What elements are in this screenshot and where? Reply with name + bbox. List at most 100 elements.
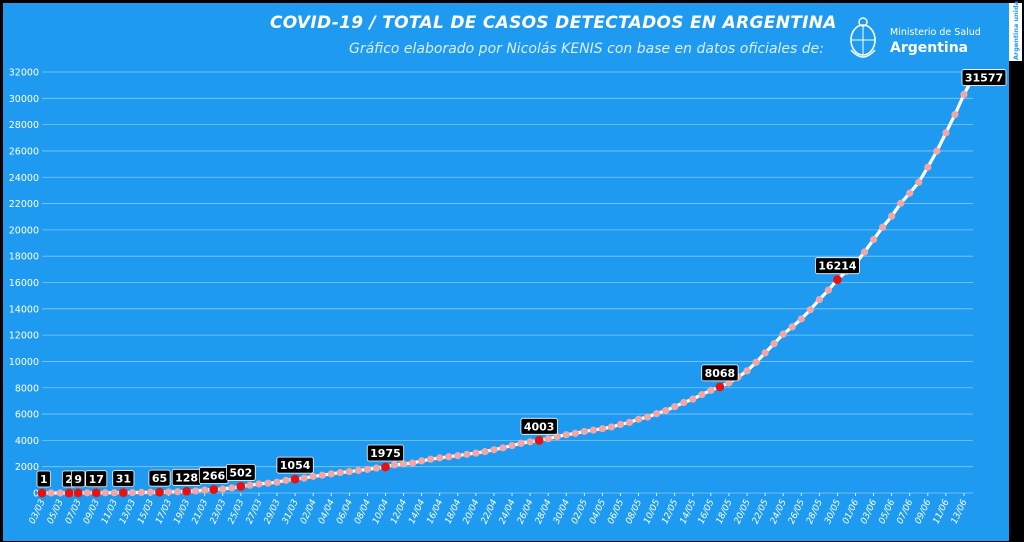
data-point: [544, 435, 552, 443]
data-point: [761, 349, 769, 357]
data-label-box: [276, 456, 314, 474]
y-tick-label: 4000: [15, 436, 39, 447]
data-point: [436, 454, 444, 462]
data-point: [490, 446, 498, 454]
data-point: [363, 465, 371, 473]
data-point: [562, 431, 570, 439]
data-point: [698, 391, 706, 399]
data-point: [101, 489, 109, 497]
y-tick-label: 20000: [9, 225, 39, 236]
data-point: [445, 453, 453, 461]
data-point: [571, 429, 579, 437]
data-point: [671, 403, 679, 411]
ministry-logo-line1: Ministerio de Salud: [890, 27, 981, 38]
data-point: [770, 340, 778, 348]
data-point: [942, 129, 950, 137]
data-point: [192, 487, 200, 495]
data-point: [454, 452, 462, 460]
data-point: [137, 488, 146, 497]
y-tick-label: 10000: [9, 357, 39, 368]
highlight-point: [381, 462, 390, 472]
data-point: [246, 481, 254, 489]
data-point: [517, 439, 525, 447]
data-point: [219, 485, 227, 493]
data-point: [888, 212, 896, 220]
data-label-box: [520, 417, 558, 435]
data-point: [83, 489, 91, 497]
data-point: [164, 488, 173, 496]
data-point: [815, 295, 823, 304]
data-point: [472, 449, 480, 457]
data-label: 16214: [818, 260, 857, 273]
data-point: [110, 489, 118, 497]
data-point: [906, 189, 914, 197]
y-tick-label: 0: [33, 489, 39, 500]
data-point: [499, 444, 507, 452]
data-point: [553, 433, 561, 441]
highlight-point: [37, 488, 47, 498]
data-label: 2: [65, 473, 73, 486]
data-point: [788, 323, 796, 331]
data-point: [689, 395, 697, 403]
data-label: 502: [229, 466, 252, 479]
data-label-box: [226, 463, 256, 481]
data-point: [345, 467, 353, 476]
data-point: [589, 426, 597, 434]
data-point: [644, 413, 652, 421]
data-point: [598, 425, 607, 433]
y-tick-label: 14000: [9, 304, 39, 315]
data-label: 31: [116, 473, 131, 486]
data-point: [806, 306, 814, 314]
chart-panel: 0 2000 4000 6000 8000 10000 12000 14000 16000 180…: [3, 3, 1009, 541]
y-tick-label: 6000: [15, 410, 39, 421]
chart-title: COVID-19 / TOTAL DE CASOS DETECTADOS EN …: [270, 13, 837, 33]
data-label: 1054: [280, 459, 311, 472]
data-label: 1: [40, 473, 48, 486]
data-point: [173, 488, 182, 496]
highlight-point: [209, 485, 219, 494]
y-tick-label: 28000: [9, 120, 39, 131]
data-point: [951, 110, 959, 119]
highlight-point: [64, 488, 74, 498]
data-point: [897, 199, 905, 207]
data-label: 65: [152, 472, 167, 485]
data-label: 17: [89, 473, 104, 486]
data-point: [309, 472, 317, 480]
data-label: 128: [175, 471, 198, 484]
data-point: [743, 367, 751, 375]
ministry-shield-icon: [850, 17, 876, 58]
side-tag-label: Argentina unida: [1012, 0, 1020, 60]
data-label-box: [85, 470, 108, 488]
y-tick-label: 30000: [9, 94, 39, 105]
y-tick-label: 22000: [9, 199, 39, 210]
data-point: [273, 478, 281, 486]
data-label-box: [701, 364, 739, 382]
y-tick-label: 12000: [9, 331, 39, 342]
data-point: [752, 358, 760, 366]
y-tick-label: 26000: [9, 146, 39, 157]
data-point: [390, 461, 399, 469]
data-point: [327, 470, 335, 478]
data-point: [960, 90, 968, 99]
data-point: [869, 235, 878, 244]
data-label: 266: [202, 470, 225, 483]
data-point: [508, 441, 516, 450]
highlight-point: [118, 488, 128, 497]
data-point: [201, 486, 209, 494]
highlight-point: [91, 488, 101, 498]
highlight-point: [290, 474, 300, 484]
y-tick-label: 32000: [9, 68, 39, 79]
chart-subtitle: Gráfico elaborado por Nicolás KENIS con …: [348, 41, 824, 57]
data-point: [282, 476, 290, 484]
x-tick-label: 13/06: [950, 498, 970, 526]
y-tick-label: 24000: [9, 173, 39, 184]
data-point: [526, 438, 534, 446]
data-label-box: [70, 470, 86, 488]
data-point: [264, 479, 272, 487]
data-point: [336, 468, 344, 477]
data-point: [797, 315, 805, 323]
highlight-point: [833, 275, 842, 285]
data-point: [607, 423, 616, 431]
y-tick-label: 8000: [15, 383, 39, 394]
